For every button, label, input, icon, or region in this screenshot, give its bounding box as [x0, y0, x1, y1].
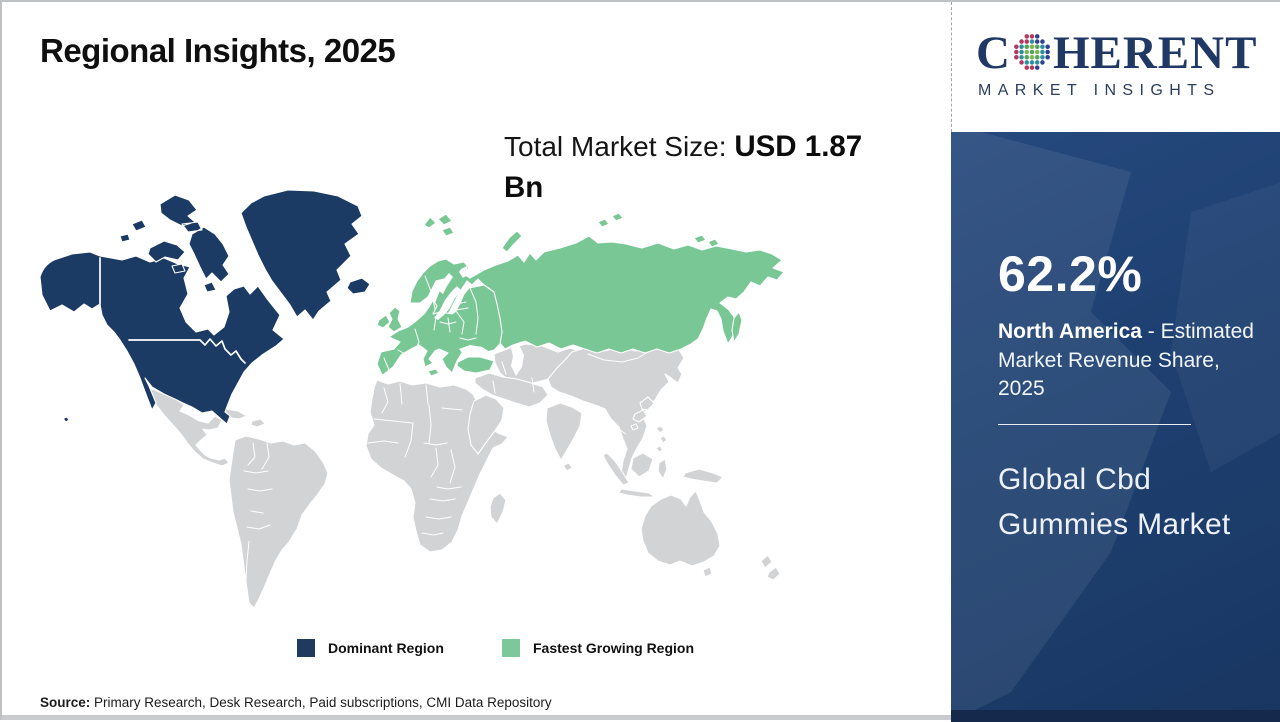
landmass-turkey: [456, 356, 495, 374]
bottom-edge: [2, 715, 951, 720]
logo-letter-c: C: [976, 27, 1011, 79]
sidebar-bottom-band: [951, 710, 1280, 722]
world-map: [32, 182, 852, 637]
landmass-hawaii: [63, 416, 70, 423]
legend-item-fastest: Fastest Growing Region: [502, 639, 694, 657]
gulf-of-bothnia: [439, 273, 453, 294]
landmass-hispaniola: [250, 418, 266, 428]
fastest-region-label: Fastest Growing Region: [533, 640, 695, 656]
source-label: Source:: [40, 695, 91, 710]
landmass-arctic-islands-ru: [597, 212, 720, 248]
market-share-desc-text: - Estimated Market Revenue Share, 2025: [998, 320, 1254, 401]
baltic-sea: [434, 286, 461, 320]
market-share-region: North America: [998, 320, 1142, 343]
landmass-arctic-islands-ca: [119, 194, 230, 293]
landmass-iceland: [346, 277, 371, 295]
landmass-mexico-central-america: [145, 387, 230, 467]
total-market-size: Total Market Size: USD 1.87 Bn: [504, 126, 892, 209]
total-market-value: USD 1.87 Bn: [504, 130, 863, 205]
landmass-australia: [640, 490, 721, 567]
logo-tagline: MARKET INSIGHTS: [978, 82, 1221, 99]
world-map-svg: [39, 189, 785, 609]
globe-dots-icon: [1014, 34, 1050, 70]
fastest-region-swatch: [502, 639, 520, 657]
landmass-philippines: [655, 425, 668, 453]
landmass-south-america: [228, 435, 329, 609]
landmass-india: [545, 402, 583, 461]
landmass-sumatra: [602, 452, 630, 486]
source-line: Source: Primary Research, Desk Research,…: [40, 695, 552, 710]
landmass-japan: [630, 396, 655, 431]
landmass-new-guinea: [682, 468, 724, 484]
black-sea: [459, 345, 490, 358]
sidebar: 62.2% North America - Estimated Market R…: [951, 132, 1280, 722]
market-name: Global Cbd Gummies Market: [998, 463, 1231, 541]
region-north-america: [39, 189, 371, 425]
landmass-russia-scandinavia: [409, 235, 785, 354]
landmass-ireland: [376, 314, 391, 329]
market-share-description: North America - Estimated Market Revenue…: [998, 318, 1263, 404]
logo-word-rest: HERENT: [1052, 27, 1258, 79]
market-share-value: 62.2%: [998, 246, 1143, 302]
source-text: Primary Research, Desk Research, Paid su…: [90, 695, 552, 710]
landmass-sakhalin: [731, 311, 743, 343]
brand-logo: C HERENT: [976, 30, 1257, 77]
region-europe-russia: [376, 212, 785, 377]
border-usa-canada: [128, 338, 246, 364]
white-sea: [459, 266, 469, 278]
landmass-sri-lanka: [563, 462, 573, 472]
landmass-borneo: [630, 452, 654, 478]
landmass-tasmania: [702, 566, 713, 578]
landmass-new-zealand: [760, 554, 781, 581]
landmass-na-mainland: [39, 251, 285, 425]
region-other: [145, 343, 781, 609]
total-market-label: Total Market Size:: [504, 131, 735, 162]
landmass-sulawesi: [657, 458, 668, 480]
logo-area: C HERENT MARKET INSIGHTS: [951, 2, 1280, 132]
landmass-greenland: [240, 189, 363, 321]
country-borders: [243, 275, 653, 582]
landmass-arabia: [467, 394, 505, 455]
landmass-svalbard: [423, 213, 455, 237]
landmass-madagascar: [489, 492, 507, 525]
landmass-sicily: [427, 368, 440, 377]
dominant-region-swatch: [297, 639, 315, 657]
landmass-uk: [387, 306, 403, 333]
landmass-java: [618, 488, 656, 498]
sidebar-map-watermark-icon: [951, 132, 1280, 722]
legend-item-dominant: Dominant Region: [297, 639, 444, 657]
sidebar-divider: [998, 424, 1191, 425]
landmass-novaya-zemlya: [501, 230, 523, 253]
page-title: Regional Insights, 2025: [40, 32, 396, 69]
dominant-region-label: Dominant Region: [328, 640, 444, 656]
